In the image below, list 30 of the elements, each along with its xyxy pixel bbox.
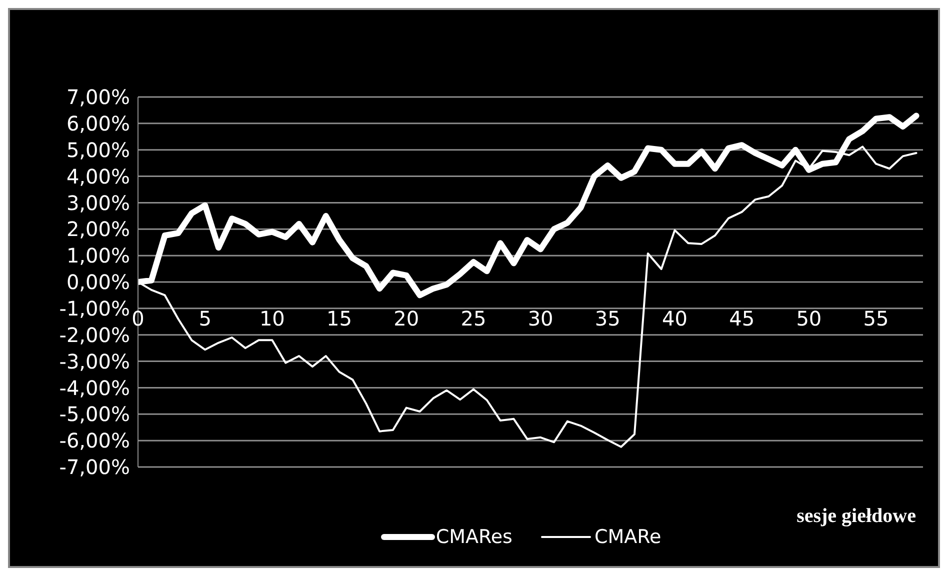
y-tick-label: -7,00% (59, 455, 130, 480)
legend-label: CMARes (436, 526, 512, 548)
y-tick-label: 4,00% (66, 164, 130, 188)
x-axis-title: sesje giełdowe (796, 505, 916, 528)
x-tick-label: 35 (594, 306, 620, 330)
y-tick-label: -1,00% (59, 296, 130, 321)
y-tick-label: 7,00% (66, 85, 130, 110)
y-tick-label: 5,00% (66, 138, 130, 162)
x-tick-label: 50 (796, 306, 822, 330)
y-tick-label: -4,00% (59, 376, 130, 400)
x-tick-label: 5 (198, 306, 212, 330)
y-tick-label: 1,00% (66, 244, 130, 268)
x-tick-label: 55 (863, 306, 889, 330)
x-tick-label: 15 (326, 306, 352, 330)
y-tick-label: 6,00% (66, 112, 130, 136)
x-tick-label: 45 (729, 306, 755, 330)
x-tick-label: 10 (259, 306, 285, 330)
legend-label: CMARe (594, 526, 662, 548)
y-tick-label: 0,00% (66, 270, 130, 294)
y-tick-label: -6,00% (59, 428, 130, 453)
y-tick-label: -2,00% (59, 322, 130, 347)
x-tick-label: 40 (662, 306, 688, 330)
y-tick-label: 2,00% (66, 217, 130, 242)
y-tick-label: -3,00% (59, 349, 130, 374)
x-tick-label: 0 (132, 306, 144, 330)
x-tick-label: 25 (460, 306, 486, 330)
y-tick-label: 3,00% (66, 190, 130, 215)
y-tick-label: -5,00% (59, 402, 130, 426)
x-tick-label: 30 (528, 306, 554, 330)
x-tick-label: 20 (394, 306, 420, 330)
